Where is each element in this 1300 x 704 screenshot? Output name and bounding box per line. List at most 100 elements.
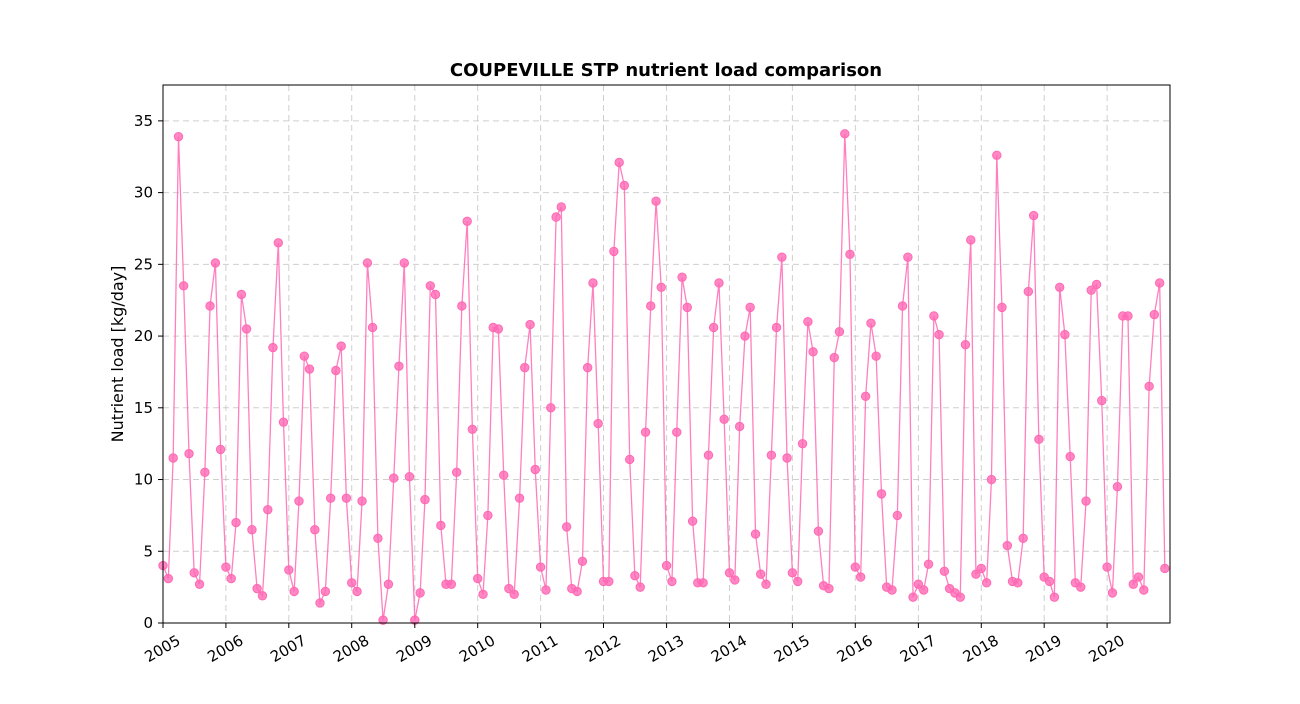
data-point xyxy=(1065,451,1075,462)
data-point xyxy=(210,258,221,268)
data-point xyxy=(855,572,866,582)
data-point xyxy=(184,449,194,459)
data-point xyxy=(986,474,997,485)
data-point xyxy=(304,364,315,374)
data-point xyxy=(1091,279,1102,290)
data-point xyxy=(866,318,876,328)
data-point xyxy=(687,516,698,526)
data-point xyxy=(341,493,352,503)
data-point xyxy=(635,582,645,592)
data-point xyxy=(462,216,472,226)
y-tick-label: 25 xyxy=(134,255,153,273)
data-point xyxy=(860,391,871,402)
data-point xyxy=(247,525,257,535)
y-tick-label: 10 xyxy=(134,471,153,489)
data-point xyxy=(667,576,677,587)
data-point xyxy=(808,347,818,357)
data-point xyxy=(992,150,1002,161)
data-point xyxy=(588,278,598,288)
data-point xyxy=(383,579,394,589)
data-point xyxy=(168,453,178,463)
data-point xyxy=(389,473,399,483)
data-point xyxy=(960,339,971,350)
data-point xyxy=(347,578,357,588)
data-point xyxy=(892,510,903,521)
data-point xyxy=(745,302,755,313)
data-point xyxy=(897,301,908,311)
data-point xyxy=(352,586,362,597)
data-point xyxy=(284,565,294,575)
data-point xyxy=(215,444,226,455)
data-point xyxy=(656,282,666,292)
x-tick-label: 2005 xyxy=(141,631,183,666)
series-line xyxy=(162,133,1166,621)
data-point xyxy=(520,362,530,373)
data-point xyxy=(582,362,593,373)
data-point xyxy=(178,281,189,291)
data-point xyxy=(514,493,525,503)
data-point xyxy=(189,568,199,578)
data-point xyxy=(1076,582,1086,592)
data-point xyxy=(740,331,750,341)
data-point xyxy=(682,302,692,313)
data-point xyxy=(934,329,944,340)
data-point xyxy=(845,249,855,259)
data-point xyxy=(829,352,839,363)
data-point xyxy=(750,529,761,539)
data-point xyxy=(651,196,661,206)
y-tick-label: 5 xyxy=(143,542,153,560)
data-point xyxy=(252,583,262,594)
data-point xyxy=(509,589,519,600)
plot-frame xyxy=(162,84,1171,624)
data-point xyxy=(299,351,310,361)
data-point xyxy=(546,403,556,413)
data-point xyxy=(1144,381,1154,391)
data-point xyxy=(236,289,247,300)
data-point xyxy=(451,467,462,478)
data-point xyxy=(467,424,478,435)
data-point xyxy=(483,510,493,521)
x-tick-label: 2019 xyxy=(1023,631,1065,666)
data-point xyxy=(1081,496,1091,506)
data-point xyxy=(766,450,777,460)
data-point xyxy=(541,585,551,595)
data-point xyxy=(1160,563,1170,574)
x-tick-label: 2007 xyxy=(267,631,309,666)
data-point xyxy=(661,560,672,571)
data-point xyxy=(373,533,383,544)
data-point xyxy=(1102,562,1112,572)
data-point xyxy=(625,454,635,465)
data-point xyxy=(761,579,771,589)
data-point xyxy=(325,493,336,503)
data-point xyxy=(1023,286,1034,297)
data-point xyxy=(803,317,813,327)
data-point xyxy=(231,517,241,528)
data-point xyxy=(205,301,215,311)
data-point xyxy=(876,489,887,499)
data-point xyxy=(221,562,231,572)
x-tick-label: 2013 xyxy=(645,631,687,666)
data-point xyxy=(824,583,834,594)
x-tick-label: 2010 xyxy=(456,631,498,666)
data-point xyxy=(420,494,430,505)
data-point xyxy=(903,252,913,262)
data-point xyxy=(294,496,304,506)
data-point xyxy=(834,327,845,337)
data-point xyxy=(404,471,415,482)
data-point xyxy=(504,583,514,594)
data-point xyxy=(357,496,367,506)
data-point xyxy=(551,212,561,222)
data-point xyxy=(1149,309,1160,320)
chart-title: COUPEVILLE STP nutrient load comparison xyxy=(450,60,882,81)
x-tick-label: 2011 xyxy=(519,631,561,666)
data-point xyxy=(1018,533,1028,544)
data-point xyxy=(577,556,588,567)
data-point xyxy=(1107,588,1118,598)
data-point xyxy=(955,592,965,602)
data-point xyxy=(163,573,174,584)
data-point xyxy=(331,365,341,376)
y-tick-label: 35 xyxy=(134,112,153,130)
data-point xyxy=(499,470,509,480)
data-point xyxy=(1123,311,1133,321)
data-point xyxy=(913,579,924,589)
